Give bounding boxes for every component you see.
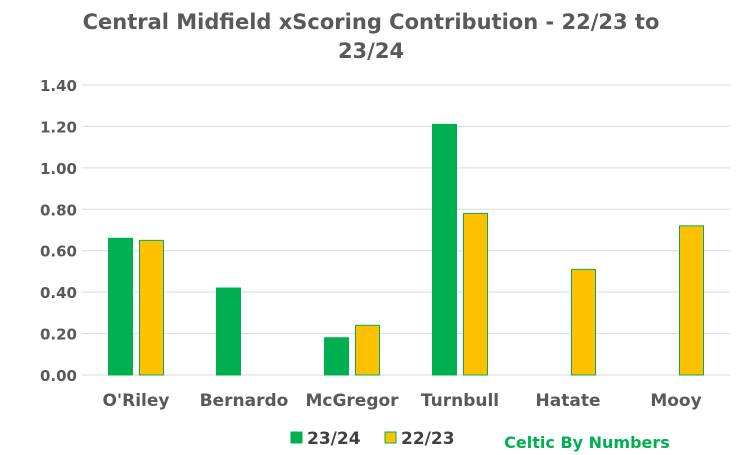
legend-label: 23/24 <box>307 429 361 449</box>
chart-title: Central Midfield xScoring Contribution -… <box>83 10 660 63</box>
y-tick-label: 1.00 <box>40 160 77 178</box>
bar-bernardo-23-24 <box>216 287 241 376</box>
y-axis-ticks: 0.00 0.20 0.40 0.60 0.80 1.00 1.20 1.40 <box>40 77 77 385</box>
x-category-label: Hatate <box>536 391 601 411</box>
bar-oriley-22-23 <box>139 239 164 376</box>
y-tick-label: 0.40 <box>40 284 77 302</box>
x-category-label: Turnbull <box>421 391 499 411</box>
bar-mooy-22-23 <box>679 225 704 376</box>
x-axis-labels: O'Riley Bernardo McGregor Turnbull Hatate Moo… <box>102 391 701 411</box>
bar-turnbull-23-24 <box>432 123 457 376</box>
chart-title-line-2: 23/24 <box>338 39 404 63</box>
legend: 23/24 22/23 <box>290 429 455 449</box>
y-tick-label: 1.40 <box>40 77 77 95</box>
bars <box>108 123 704 376</box>
legend-swatch <box>384 431 397 444</box>
bar-hatate-22-23 <box>571 268 596 376</box>
y-tick-label: 0.20 <box>40 326 77 344</box>
x-category-label: Mooy <box>650 391 701 411</box>
bar-oriley-23-24 <box>108 237 133 376</box>
y-tick-label: 0.80 <box>40 201 77 219</box>
y-tick-label: 0.00 <box>40 367 77 385</box>
legend-label: 22/23 <box>401 429 455 449</box>
x-category-label: McGregor <box>305 391 399 411</box>
x-category-label: O'Riley <box>102 391 169 411</box>
y-tick-label: 0.60 <box>40 243 77 261</box>
bar-mcgregor-22-23 <box>355 324 380 376</box>
legend-swatch <box>290 431 303 444</box>
bar-turnbull-22-23 <box>463 212 488 376</box>
y-tick-label: 1.20 <box>40 118 77 136</box>
bar-mcgregor-23-24 <box>324 337 349 376</box>
credit-text: Celtic By Numbers <box>504 433 670 452</box>
gridlines <box>82 84 730 376</box>
chart-title-line-1: Central Midfield xScoring Contribution -… <box>83 10 660 34</box>
x-category-label: Bernardo <box>200 391 289 411</box>
